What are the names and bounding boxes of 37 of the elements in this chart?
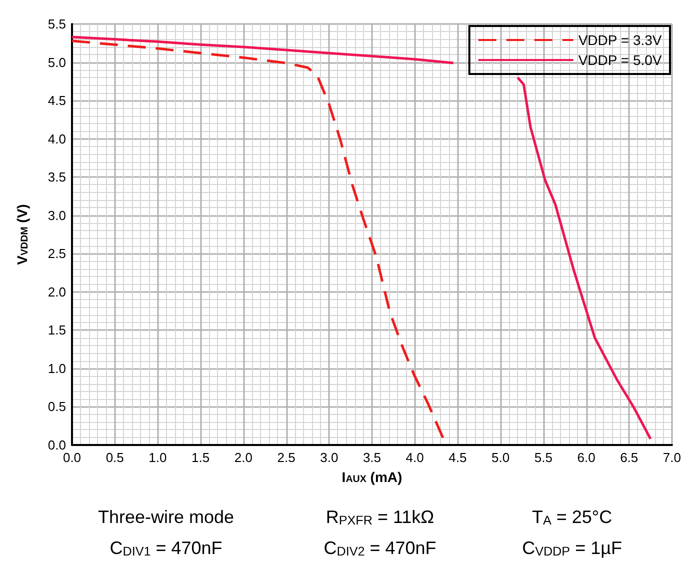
- text: Three-wire mode: [98, 507, 234, 527]
- x-tick-label: 4.0: [406, 450, 424, 465]
- y-tick-label: 4.0: [48, 131, 66, 146]
- x-tick-label: 4.5: [448, 450, 467, 465]
- x-tick-label: 7.0: [662, 450, 682, 465]
- x-tick-label: 1.5: [192, 450, 210, 465]
- x-tick-label: 2.0: [234, 450, 252, 465]
- y-tick-label: 3.0: [48, 208, 66, 223]
- y-tick-label: 3.5: [48, 170, 66, 185]
- y-tick-label: 5.5: [48, 16, 66, 32]
- x-tick-label: 2.5: [277, 450, 296, 465]
- x-tick-label: 0.5: [106, 450, 124, 465]
- text: VDDP = 5.0V: [578, 52, 662, 68]
- text: VDDP = 3.3V: [578, 32, 662, 48]
- x-tick-label: 1.0: [148, 450, 167, 465]
- y-tick-label: 1.5: [48, 322, 66, 338]
- x-tick-label: 6.0: [577, 450, 596, 465]
- text: CVDDP = 1µF: [522, 538, 622, 559]
- text: CDIV1 = 470nF: [110, 538, 222, 559]
- y-tick-label: 0.0: [48, 438, 66, 452]
- x-tick-label: 5.0: [492, 450, 510, 465]
- text: CDIV2 = 470nF: [324, 538, 436, 559]
- x-tick-label: 3.0: [320, 450, 338, 465]
- x-tick-label: 5.5: [534, 450, 552, 465]
- y-tick-label: 2.0: [48, 284, 66, 300]
- text: RPXFR = 11kΩ: [326, 507, 434, 528]
- y-tick-label: 5.0: [48, 54, 66, 70]
- y-tick-label: 1.0: [48, 360, 66, 376]
- y-axis-title: VVDDM (V): [14, 204, 30, 265]
- x-axis-title: IAUX (mA): [342, 468, 402, 486]
- y-tick-label: 0.5: [48, 399, 66, 414]
- y-tick-label: 4.5: [48, 93, 66, 108]
- text: TA = 25°C: [532, 507, 612, 528]
- x-tick-label: 0.0: [62, 450, 82, 465]
- x-tick-label: 3.5: [362, 450, 382, 465]
- x-tick-label: 6.5: [620, 450, 638, 465]
- y-tick-label: 2.5: [48, 246, 66, 262]
